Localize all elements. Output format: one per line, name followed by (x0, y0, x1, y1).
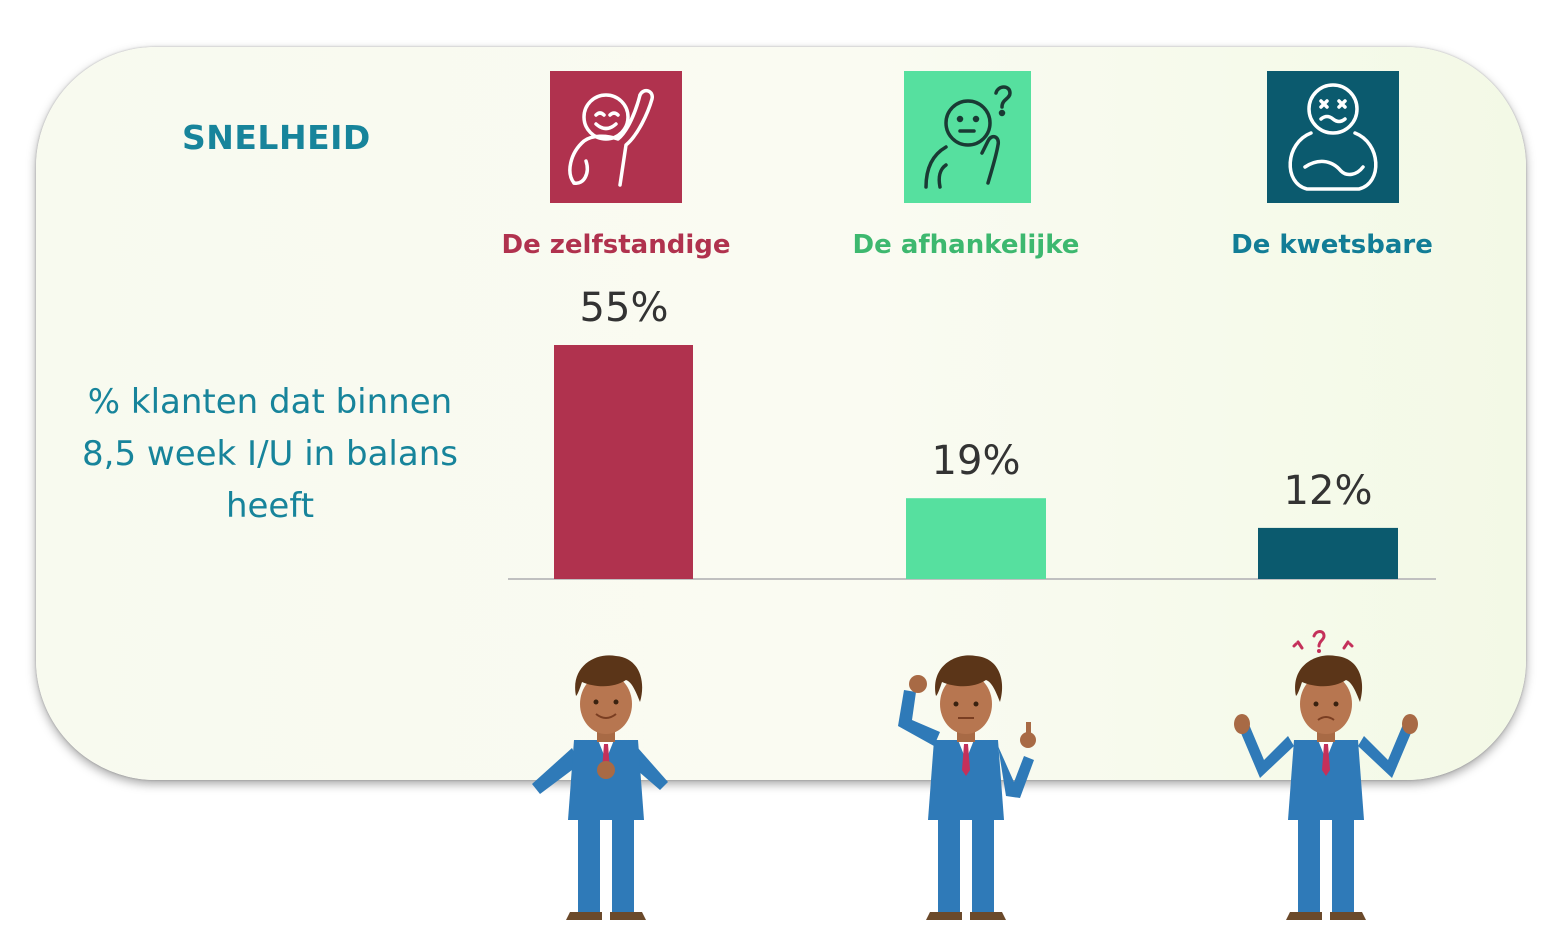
category-label-kwetsbare: De kwetsbare (1231, 230, 1433, 260)
waving-smiley-icon (550, 71, 682, 203)
question-marks-icon (1292, 630, 1354, 650)
value-label-kwetsbare: 12% (1284, 468, 1373, 514)
confused-person-illustration (1226, 630, 1426, 930)
category-label-afhankelijke: De afhankelijke (852, 230, 1080, 260)
value-label-zelfstandige: 55% (580, 285, 669, 331)
y-axis-label: % klanten dat binnen 8,5 week I/U in bal… (82, 382, 458, 526)
chart-title: SNELHEID (182, 118, 371, 157)
thinking-person-icon (904, 71, 1031, 203)
bar-afhankelijke (906, 498, 1046, 579)
category-label-zelfstandige: De zelfstandige (501, 230, 731, 260)
thinking-person-illustration (866, 630, 1066, 930)
troubled-person-icon (1267, 71, 1399, 203)
bar-kwetsbare (1258, 527, 1398, 579)
bar-zelfstandige (554, 345, 693, 579)
confident-person-illustration (506, 630, 706, 930)
value-label-afhankelijke: 19% (932, 438, 1021, 484)
